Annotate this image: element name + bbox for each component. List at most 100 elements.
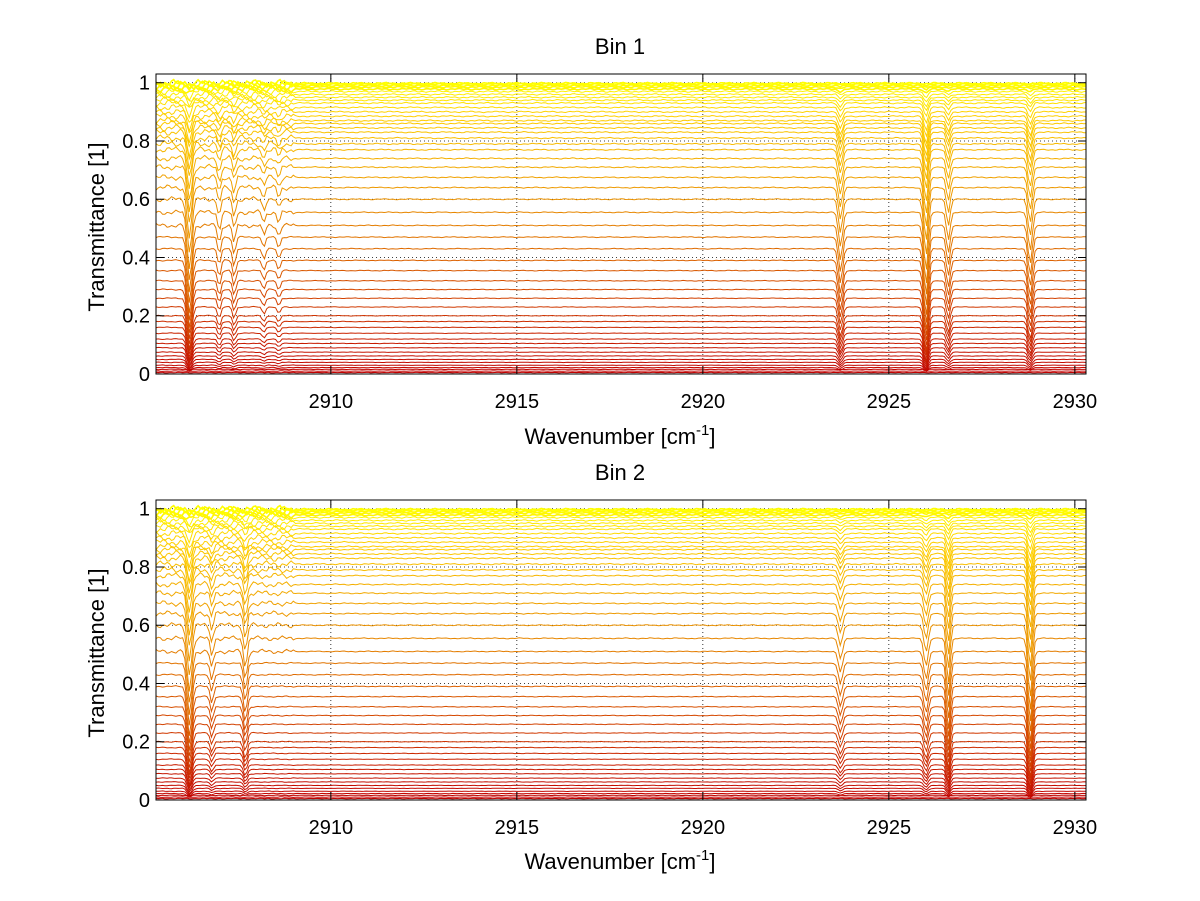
spectrum-line <box>155 128 1087 162</box>
spectrum-line <box>155 752 1087 782</box>
spectrum-line <box>155 695 1087 749</box>
spectrum-line <box>155 589 1087 640</box>
spectrum-line <box>155 790 1087 798</box>
spectrum-line <box>155 758 1087 784</box>
y-tick-label: 0.8 <box>122 557 150 579</box>
spectrum-line <box>155 84 1087 95</box>
spectrum-line <box>155 533 1087 559</box>
spectrum-line <box>155 107 1087 134</box>
spectrum-line <box>155 554 1087 588</box>
spectrum-line <box>155 506 1087 517</box>
spectrum-line <box>155 87 1087 102</box>
x-axis-label-end: ] <box>709 849 715 874</box>
x-tick-label: 2925 <box>867 817 912 839</box>
spectrum-line <box>155 525 1087 545</box>
spectrum-line <box>155 351 1087 367</box>
x-axis-ticks: 2910 2915 2920 2925 2930 <box>309 74 1098 413</box>
chart-panel-bin-1: Bin 1 2910 2915 2920 2925 2930 0 0.2 0.4 0.6 0.8… <box>84 34 1097 449</box>
spectrum-line <box>155 740 1087 777</box>
spectrum-line <box>155 792 1087 799</box>
spectrum-line <box>155 195 1087 255</box>
spectrum-line <box>155 746 1087 779</box>
y-tick-label: 0.2 <box>122 306 150 328</box>
chart-title: Bin 2 <box>595 460 645 485</box>
spectrum-line <box>155 648 1086 710</box>
spectrum-line <box>155 566 1087 606</box>
spectrum-line <box>155 358 1087 370</box>
spectrum-line <box>155 332 1087 359</box>
spectrum-line <box>155 538 1087 564</box>
spectrum-line <box>155 504 1087 515</box>
plot-frame <box>155 499 1087 801</box>
chart-panel-bin-2: Bin 2 2910 2915 2920 2925 2930 0 0.2 0.4 0.6 0.8… <box>84 460 1097 874</box>
spectrum-line <box>155 154 1087 201</box>
spectrum-line <box>155 235 1087 295</box>
spectrum-line <box>155 78 1087 89</box>
spectrum-line <box>155 288 1087 335</box>
y-tick-label: 0 <box>139 790 150 812</box>
x-tick-label: 2915 <box>495 817 540 839</box>
x-tick-label: 2920 <box>681 817 726 839</box>
x-tick-label: 2910 <box>309 817 354 839</box>
x-axis-label-main: Wavenumber [cm <box>524 849 696 874</box>
spectrum-line <box>155 635 1087 697</box>
x-axis-label: Wavenumber [cm-1] <box>524 847 715 874</box>
spectrum-line <box>155 222 1086 284</box>
y-tick-label: 0.6 <box>122 189 150 211</box>
spectrum-line <box>155 368 1087 371</box>
spectrum-line <box>155 772 1087 792</box>
spectrum-line <box>155 797 1087 800</box>
spectrum-line <box>155 90 1087 103</box>
y-tick-label: 1 <box>139 73 150 95</box>
spectrum-line <box>155 338 1087 363</box>
spectrum-line <box>155 714 1087 762</box>
chart-title: Bin 1 <box>595 34 645 59</box>
spectrum-line <box>155 279 1087 330</box>
series-group <box>155 504 1087 801</box>
x-axis-label: Wavenumber [cm-1] <box>524 422 715 449</box>
y-axis-ticks: 0 0.2 0.4 0.6 0.8 1 <box>122 73 1086 386</box>
spectrum-line <box>155 326 1087 356</box>
spectrum-line <box>155 621 1087 681</box>
x-axis-label-end: ] <box>709 424 715 449</box>
spectrum-line <box>155 781 1087 795</box>
spectrum-line <box>155 723 1087 767</box>
spectrum-line <box>155 731 1087 772</box>
y-tick-label: 0 <box>139 364 150 386</box>
y-tick-label: 0.4 <box>122 673 150 695</box>
spectrum-line <box>155 705 1087 757</box>
x-tick-label: 2930 <box>1053 817 1098 839</box>
spectrum-line <box>155 787 1087 797</box>
spectrum-line <box>155 355 1087 368</box>
y-tick-label: 0.6 <box>122 615 150 637</box>
spectrum-line <box>155 163 1087 213</box>
x-tick-label: 2925 <box>867 391 912 413</box>
x-tick-label: 2915 <box>495 391 540 413</box>
spectrum-line <box>155 314 1087 350</box>
y-tick-label: 0.2 <box>122 732 150 754</box>
spectrum-line <box>155 269 1087 323</box>
spectrum-line <box>155 518 1086 534</box>
spectrum-line <box>155 95 1087 112</box>
spectrum-line <box>155 521 1087 538</box>
x-axis-label-superscript: -1 <box>696 847 709 864</box>
spectrum-line <box>155 247 1087 305</box>
spectrum-line <box>155 297 1087 341</box>
spectrum-line <box>155 510 1087 521</box>
spectrum-line <box>155 184 1087 240</box>
spectrum-line <box>155 549 1087 582</box>
x-tick-label: 2930 <box>1053 391 1098 413</box>
spectrum-line <box>155 794 1087 797</box>
spectrum-line <box>155 111 1087 138</box>
spectrum-line <box>155 80 1087 91</box>
spectrum-line <box>155 580 1087 627</box>
spectrum-line <box>155 673 1087 732</box>
spectrum-line <box>155 610 1087 667</box>
y-tick-label: 1 <box>139 499 150 521</box>
spectrum-line <box>155 513 1087 528</box>
spectrum-line <box>155 542 1086 570</box>
spectrum-line <box>155 119 1087 150</box>
spectrum-line <box>155 796 1087 798</box>
spectrum-line <box>155 364 1087 372</box>
